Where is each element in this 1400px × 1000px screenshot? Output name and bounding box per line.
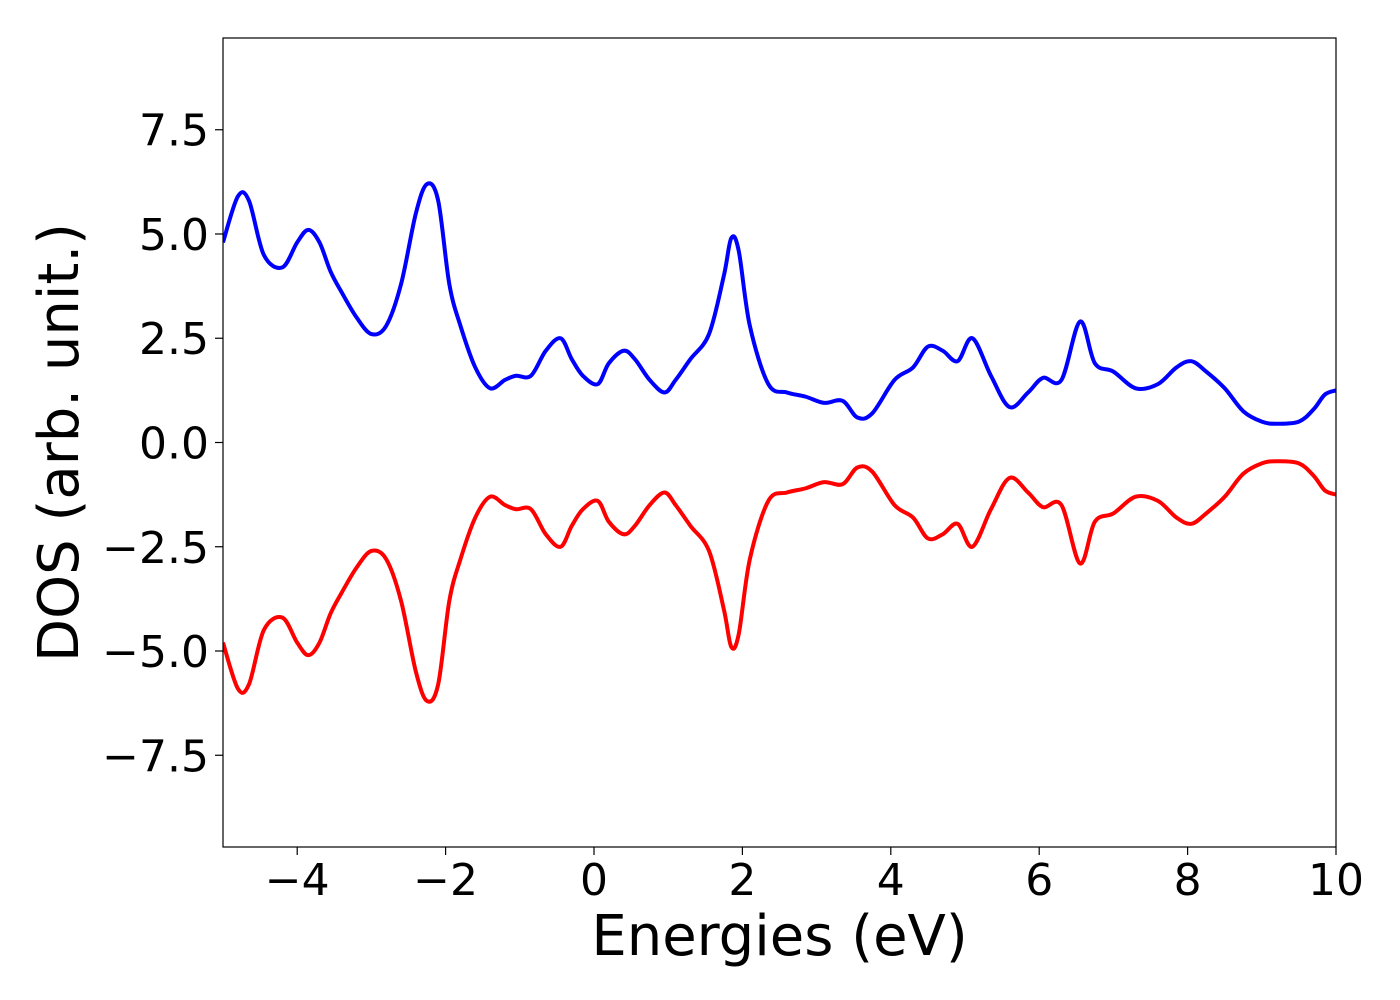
- x-tick-label: 8: [1174, 855, 1202, 906]
- x-tick-label: 2: [728, 855, 756, 906]
- x-tick-label: −4: [265, 855, 330, 906]
- y-tick-label: −2.5: [102, 523, 209, 574]
- x-tick-label: 6: [1025, 855, 1053, 906]
- series-line-spin-down: [223, 459, 1336, 704]
- y-tick-label: −5.0: [102, 627, 209, 678]
- y-tick-label: 5.0: [139, 210, 209, 261]
- x-tick-label: 0: [580, 855, 608, 906]
- y-axis-label: DOS (arb. unit.): [27, 223, 92, 662]
- x-tick-label: 10: [1308, 855, 1364, 906]
- y-tick-label: 0.0: [139, 419, 209, 470]
- x-tick-label: 4: [877, 855, 905, 906]
- y-tick-label: 7.5: [139, 106, 209, 157]
- y-tick-label: 2.5: [139, 314, 209, 365]
- series-line-spin-up: [223, 181, 1336, 426]
- y-axis-ticks: −7.5 −5.0 −2.5 0.0 2.5 5.0 7.5: [102, 106, 223, 782]
- x-axis-ticks: −4 −2 0 2 4 6 8 10: [265, 847, 1364, 906]
- x-axis-label: Energies (eV): [591, 904, 967, 969]
- x-tick-label: −2: [413, 855, 478, 906]
- y-tick-label: −7.5: [102, 731, 209, 782]
- plot-area: [223, 181, 1336, 704]
